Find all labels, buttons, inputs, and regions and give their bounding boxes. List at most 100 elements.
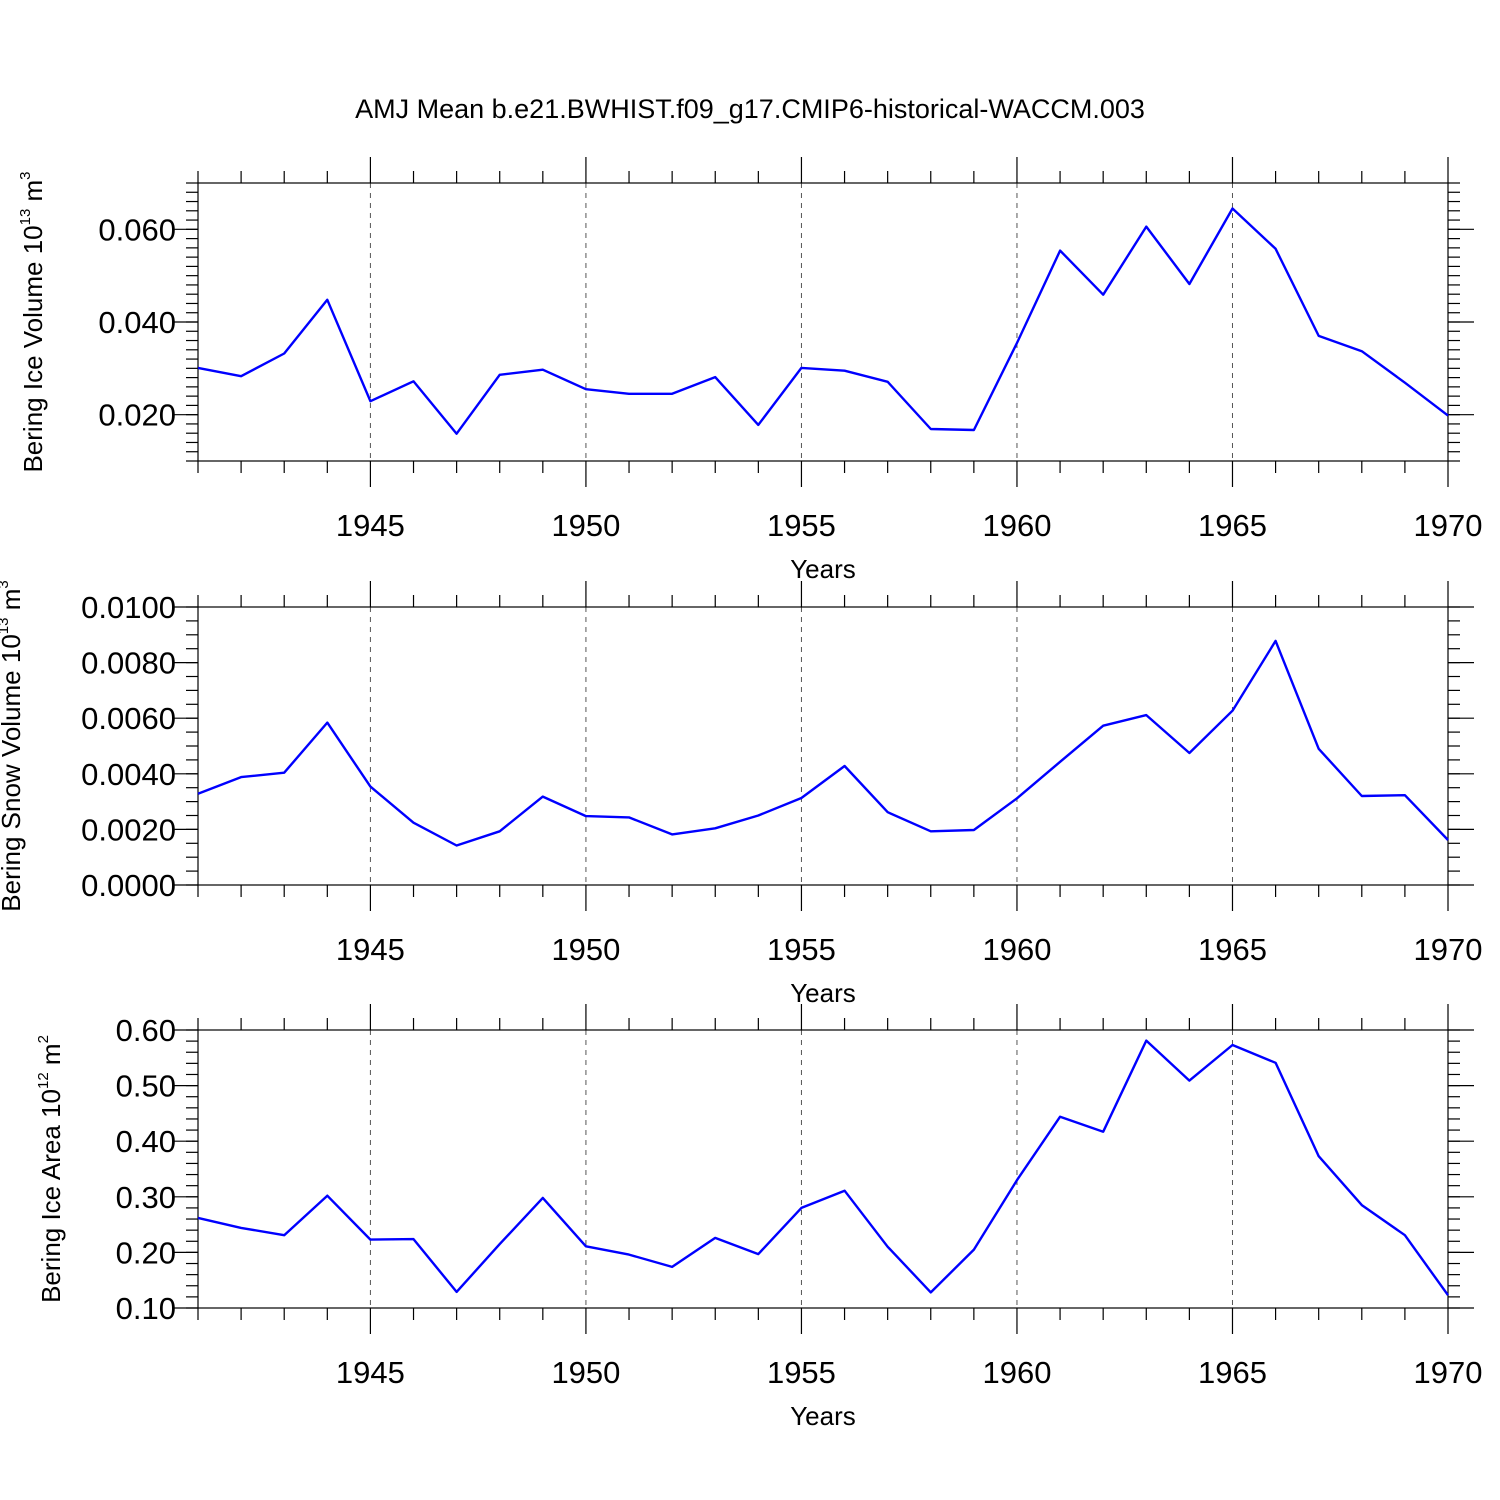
chart-title: AMJ Mean b.e21.BWHIST.f09_g17.CMIP6-hist… (355, 94, 1145, 124)
label-part: Bering Ice Area 10 (36, 1089, 66, 1303)
ice-volume-data-point (584, 387, 588, 391)
snow-volume-x-axis-label: Years (790, 978, 856, 1008)
ice-area-series-line (197, 1039, 1449, 1296)
snow-volume-data-point (972, 828, 976, 832)
ice-volume-data-point (843, 369, 847, 373)
ice-area-data-point (713, 1236, 717, 1240)
ice-volume-data-point (627, 392, 631, 396)
ice-volume-xtick-label: 1960 (982, 508, 1051, 543)
snow-volume-data-point (541, 795, 545, 799)
ice-area-data-point (670, 1265, 674, 1269)
ice-area-data-point (325, 1194, 329, 1198)
snow-volume-data-point (282, 771, 286, 775)
snow-volume-xtick-label: 1955 (767, 932, 836, 967)
ice-volume-data-point (1446, 414, 1450, 418)
snow-volume-data-point (455, 844, 459, 848)
ice-area-ytick-label: 0.30 (116, 1180, 176, 1215)
ice-volume-y-axis-label: Bering Ice Volume 1013 m3 (17, 171, 48, 472)
ice-area-xtick-label: 1945 (336, 1355, 405, 1390)
ice-area-data-point (843, 1189, 847, 1193)
superscript: 3 (17, 171, 34, 179)
ice-volume-data-point (1058, 249, 1062, 253)
snow-volume-data-point (1187, 751, 1191, 755)
ice-area-data-point (1144, 1039, 1148, 1043)
ice-area-data-point (1446, 1293, 1450, 1297)
ice-volume-data-point (1187, 282, 1191, 286)
ice-area-data-point (412, 1237, 416, 1241)
ice-volume-data-point (972, 428, 976, 432)
ice-volume-series-line (197, 207, 1449, 435)
ice-volume-x-axis-label: Years (790, 554, 856, 584)
ice-volume-xtick-label: 1970 (1414, 508, 1483, 543)
ice-volume-data-point (799, 366, 803, 370)
ice-volume-data-point (713, 375, 717, 379)
ice-area-data-point (1058, 1115, 1062, 1119)
ice-volume-data-point (1144, 225, 1148, 229)
snow-volume-data-point (1446, 838, 1450, 842)
snow-volume-ytick-label: 0.0100 (81, 590, 176, 625)
label-part: m (0, 589, 26, 618)
snow-volume-data-point (412, 821, 416, 825)
snow-volume-ytick-label: 0.0080 (81, 646, 176, 681)
label-part: Bering Snow Volume 10 (0, 634, 26, 912)
ice-area-data-point (1403, 1233, 1407, 1237)
snow-volume-data-point (1144, 713, 1148, 717)
ice-volume-data-point (1101, 293, 1105, 297)
ice-volume-data-point (1015, 341, 1019, 345)
ice-area-data-point (799, 1206, 803, 1210)
ice-volume-xtick-label: 1950 (551, 508, 620, 543)
ice-area-ytick-label: 0.40 (116, 1124, 176, 1159)
snow-volume-data-point (1058, 760, 1062, 764)
ice-volume-data-point (325, 298, 329, 302)
ice-volume-data-point (282, 352, 286, 356)
ice-area-ytick-label: 0.60 (116, 1013, 176, 1048)
ice-area-ytick-label: 0.50 (116, 1069, 176, 1104)
snow-volume-data-point (756, 814, 760, 818)
ice-area-data-point (756, 1252, 760, 1256)
ice-area-data-point (282, 1233, 286, 1237)
ice-volume-data-point (1317, 334, 1321, 338)
ice-area-data-point (1230, 1043, 1234, 1047)
ice-area-xtick-label: 1965 (1198, 1355, 1267, 1390)
snow-volume-data-point (239, 775, 243, 779)
snow-volume-data-point (627, 815, 631, 819)
ice-volume-data-point (541, 368, 545, 372)
snow-volume-xtick-label: 1945 (336, 932, 405, 967)
ice-volume-xtick-label: 1965 (1198, 508, 1267, 543)
snow-volume-series-line (197, 639, 1449, 847)
ice-area-data-point (1101, 1130, 1105, 1134)
ice-area-panel: 1945 1950 1955 1960 1965 1970 0.10 0.20 0.30 0.40… (35, 1004, 1482, 1431)
ice-volume-data-point (1403, 381, 1407, 385)
ice-volume-ytick-label: 0.060 (98, 212, 176, 247)
snow-volume-xtick-label: 1965 (1198, 932, 1267, 967)
snow-volume-data-point (1317, 747, 1321, 751)
snow-volume-data-point (368, 785, 372, 789)
ice-volume-data-point (196, 366, 200, 370)
label-part: Bering Ice Volume 10 (18, 225, 48, 472)
snow-volume-data-point (325, 721, 329, 725)
ice-area-xtick-label: 1970 (1414, 1355, 1483, 1390)
ice-volume-data-point (1230, 206, 1234, 210)
ice-volume-data-point (756, 423, 760, 427)
snow-volume-ytick-label: 0.0060 (81, 701, 176, 736)
snow-volume-data-point (196, 792, 200, 796)
snow-volume-plot-frame (197, 606, 1449, 886)
snow-volume-y-axis-label: Bering Snow Volume 1013 m3 (0, 580, 26, 911)
label-part: m (36, 1043, 66, 1072)
ice-area-plot-frame (197, 1029, 1449, 1309)
ice-volume-data-point (1360, 349, 1364, 353)
snow-volume-data-point (1230, 709, 1234, 713)
snow-volume-data-point (799, 796, 803, 800)
ice-area-data-point (1187, 1079, 1191, 1083)
snow-volume-data-point (713, 826, 717, 830)
ice-area-y-axis-label: Bering Ice Area 1012 m2 (35, 1035, 66, 1303)
snow-volume-panel: 1945 1950 1955 1960 1965 1970 0.0000 0.0020 0.00… (0, 580, 1482, 1008)
ice-volume-data-point (498, 373, 502, 377)
ice-volume-ytick-label: 0.040 (98, 305, 176, 340)
ice-area-data-point (541, 1196, 545, 1200)
ice-volume-data-point (368, 399, 372, 403)
ice-area-ytick-label: 0.10 (116, 1291, 176, 1326)
ice-area-data-point (368, 1238, 372, 1242)
ice-volume-data-point (886, 380, 890, 384)
